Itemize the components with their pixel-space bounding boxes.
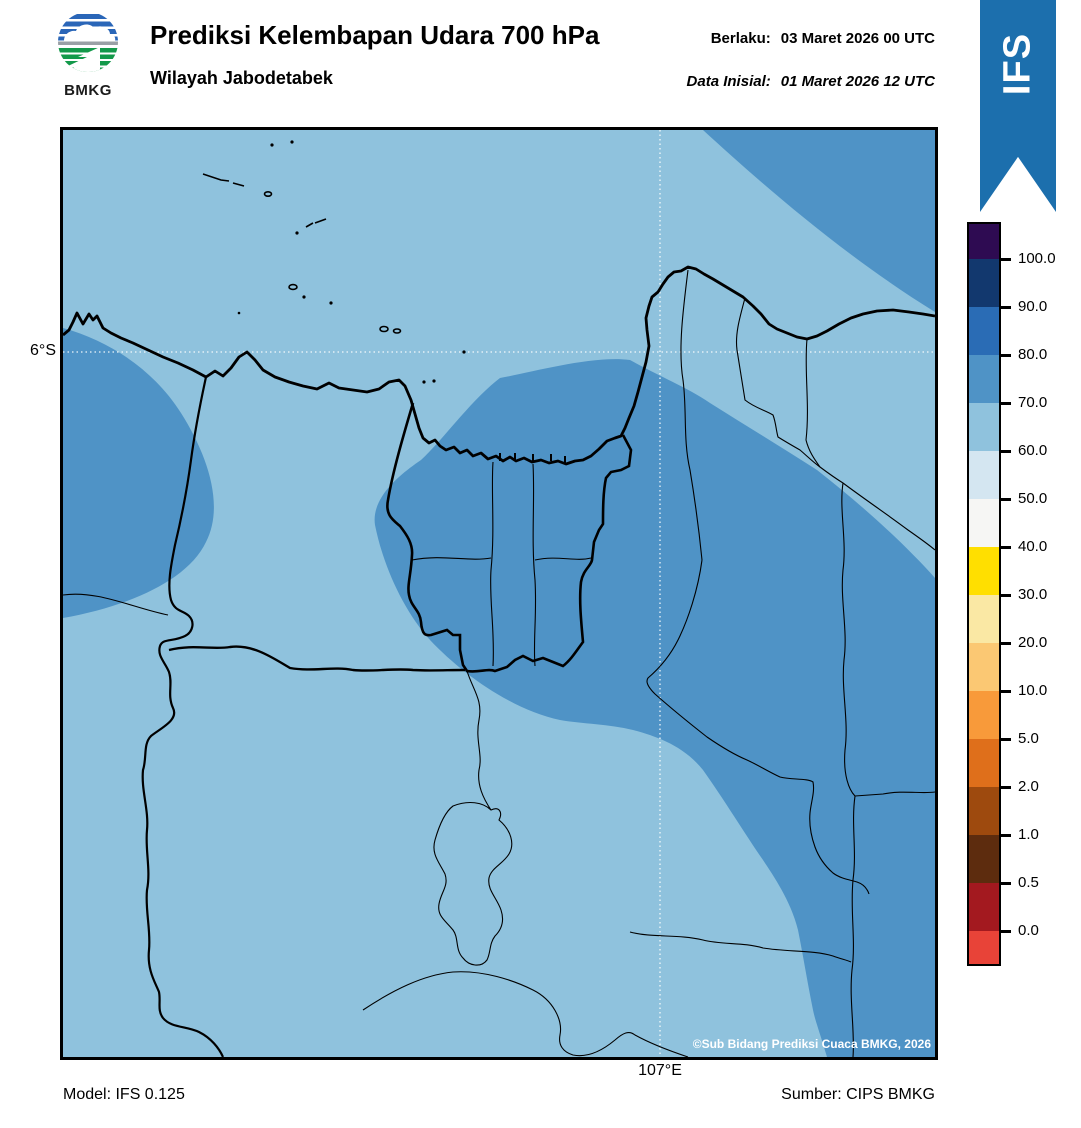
colorbar — [967, 222, 1001, 966]
colorbar-segment — [969, 835, 999, 883]
colorbar-tick-mark — [1001, 834, 1011, 837]
valid-time-line: Berlaku: 03 Maret 2026 00 UTC — [687, 30, 935, 47]
model-ribbon: IFS — [980, 0, 1056, 212]
colorbar-tick-mark — [1001, 354, 1011, 357]
bmkg-logo-icon — [58, 12, 118, 72]
colorbar-tick-label: 1.0 — [1018, 826, 1039, 843]
colorbar-tick-mark — [1001, 786, 1011, 789]
map-svg — [63, 130, 935, 1057]
valid-time-value: 03 Maret 2026 00 UTC — [780, 30, 935, 47]
colorbar-segment — [969, 403, 999, 451]
colorbar-tick-label: 40.0 — [1018, 538, 1048, 555]
island-dots — [237, 140, 466, 384]
colorbar-segment — [969, 259, 999, 307]
model-ribbon-label: IFS — [996, 32, 1039, 96]
province-boundary-west — [141, 376, 225, 1057]
colorbar-tick-label: 90.0 — [1018, 298, 1048, 315]
page-subtitle: Wilayah Jabodetabek — [150, 68, 333, 88]
init-time-line: Data Inisial: 01 Maret 2026 12 UTC — [687, 73, 935, 90]
longitude-label: 107°E — [638, 1062, 682, 1079]
colorbar-segment — [969, 355, 999, 403]
colorbar-tick-label: 0.5 — [1018, 874, 1039, 891]
colorbar-tick-mark — [1001, 306, 1011, 309]
latitude-label: 6°S — [30, 342, 56, 359]
colorbar-segment — [969, 787, 999, 835]
humidity-fill-70-80-northeast — [703, 130, 935, 312]
colorbar-tick-label: 2.0 — [1018, 778, 1039, 795]
copyright-text: ©Sub Bidang Prediksi Cuaca BMKG, 2026 — [692, 1037, 931, 1051]
coastline — [63, 265, 935, 466]
bmkg-logo-label: BMKG — [64, 82, 112, 99]
colorbar-tick-label: 100.0 — [1018, 250, 1056, 267]
forecast-times: Berlaku: 03 Maret 2026 00 UTC Data Inisia… — [687, 30, 935, 90]
admin-boundaries-thin — [63, 269, 935, 1057]
colorbar-segment — [969, 451, 999, 499]
colorbar-segment — [969, 691, 999, 739]
colorbar-tick-label: 20.0 — [1018, 634, 1048, 651]
colorbar-tick-mark — [1001, 498, 1011, 501]
colorbar-tick-label: 50.0 — [1018, 490, 1048, 507]
humidity-fill-70-80-central — [374, 359, 935, 1057]
jakarta-boundary — [386, 402, 633, 673]
colorbar-segment — [969, 307, 999, 355]
valid-time-label: Berlaku: — [710, 30, 771, 47]
colorbar-tick-mark — [1001, 690, 1011, 693]
colorbar-segments — [969, 224, 999, 964]
page-title: Prediksi Kelembapan Udara 700 hPa — [150, 20, 600, 50]
colorbar-segment — [969, 643, 999, 691]
colorbar-tick-mark — [1001, 738, 1011, 741]
colorbar-tick-mark — [1001, 594, 1011, 597]
map-frame — [60, 127, 938, 1060]
init-time-label: Data Inisial: — [686, 73, 771, 90]
colorbar-segment — [969, 595, 999, 643]
colorbar-segment — [969, 883, 999, 931]
islands — [202, 173, 402, 334]
colorbar-segment — [969, 547, 999, 595]
colorbar-tick-mark — [1001, 450, 1011, 453]
colorbar-tick-mark — [1001, 930, 1011, 933]
colorbar-segment — [969, 224, 999, 259]
colorbar-tick-label: 80.0 — [1018, 346, 1048, 363]
source-info: Sumber: CIPS BMKG — [781, 1086, 935, 1103]
colorbar-tick-label: 70.0 — [1018, 394, 1048, 411]
colorbar-tick-label: 60.0 — [1018, 442, 1048, 459]
colorbar-segment — [969, 739, 999, 787]
humidity-fill-70-80-west — [63, 328, 214, 618]
colorbar-tick-label: 10.0 — [1018, 682, 1048, 699]
district-boundary-south — [168, 645, 466, 672]
colorbar-tick-label: 30.0 — [1018, 586, 1048, 603]
colorbar-segment — [969, 931, 999, 964]
colorbar-tick-label: 0.0 — [1018, 922, 1039, 939]
colorbar-tick-mark — [1001, 546, 1011, 549]
colorbar-segment — [969, 499, 999, 547]
port-structures — [499, 453, 566, 463]
colorbar-tick-mark — [1001, 258, 1011, 261]
model-info: Model: IFS 0.125 — [63, 1086, 185, 1103]
colorbar-tick-label: 5.0 — [1018, 730, 1039, 747]
init-time-value: 01 Maret 2026 12 UTC — [780, 73, 935, 90]
colorbar-tick-mark — [1001, 402, 1011, 405]
colorbar-tick-mark — [1001, 882, 1011, 885]
bmkg-logo: BMKG — [50, 10, 126, 99]
colorbar-ticks: 100.0 90.0 80.0 70.0 60.0 50.0 40.0 30.0 20.0 10.… — [1001, 224, 1081, 964]
colorbar-tick-mark — [1001, 642, 1011, 645]
